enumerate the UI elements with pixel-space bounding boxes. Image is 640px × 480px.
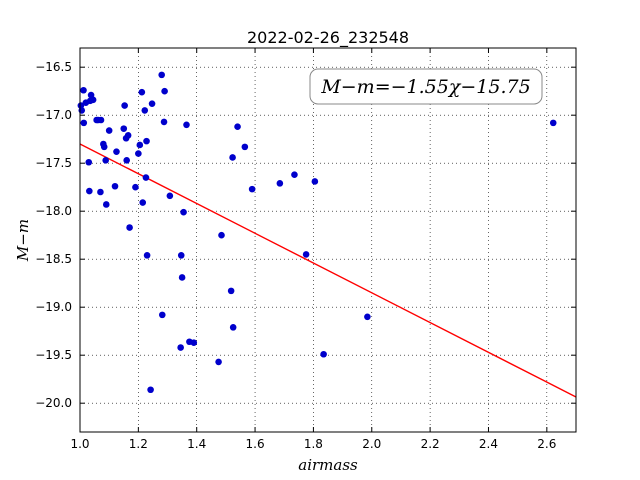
data-point	[136, 141, 144, 149]
x-tick-label: 2.6	[537, 437, 556, 451]
data-point	[141, 107, 149, 114]
data-point	[229, 324, 237, 331]
fit-equation-box: M−m=−1.55χ−15.75	[309, 68, 543, 105]
data-point	[161, 87, 168, 95]
y-tick-label: −16.5	[35, 60, 72, 74]
data-point	[180, 208, 187, 216]
data-point	[177, 252, 185, 259]
grid	[79, 48, 576, 432]
chart-title: 2022-02-26_232548	[247, 28, 409, 48]
data-point	[121, 102, 128, 109]
data-point	[102, 157, 109, 164]
data-point	[234, 123, 241, 131]
data-point	[178, 274, 186, 281]
x-tick-label: 2.4	[479, 437, 498, 451]
data-point	[80, 86, 87, 94]
data-point	[138, 88, 146, 96]
data-point	[177, 344, 184, 351]
data-point	[248, 185, 256, 193]
y-axis-label: M−m	[14, 219, 32, 262]
data-point	[276, 180, 284, 187]
data-point	[311, 178, 319, 185]
data-point	[124, 132, 132, 139]
y-tick-label: −19.0	[35, 300, 72, 314]
data-point	[143, 252, 151, 259]
data-point	[227, 287, 235, 295]
data-point	[190, 339, 198, 347]
data-point	[102, 201, 110, 208]
data-point	[86, 187, 93, 195]
data-point	[111, 182, 119, 190]
data-point	[215, 358, 222, 366]
data-point	[105, 127, 113, 134]
data-point	[147, 386, 154, 394]
data-point	[148, 100, 156, 107]
data-point	[158, 71, 165, 79]
data-point	[85, 158, 93, 166]
x-tick-label: 2.2	[421, 437, 440, 451]
y-tick-label: −17.0	[35, 108, 72, 122]
data-point	[241, 143, 249, 151]
data-point	[364, 313, 371, 321]
x-axis-label: airmass	[298, 456, 358, 474]
data-point	[143, 137, 150, 145]
fit-line	[79, 143, 577, 398]
x-tick-label: 1.0	[70, 437, 89, 451]
x-tick-label: 2.0	[362, 437, 381, 451]
fit-line-group	[79, 143, 577, 398]
data-point	[549, 119, 557, 127]
data-points	[77, 71, 557, 394]
y-tick-label: −18.0	[35, 204, 72, 218]
data-point	[78, 107, 86, 114]
data-point	[80, 119, 88, 127]
data-point	[113, 148, 120, 155]
data-point	[120, 125, 128, 132]
x-tick-label: 1.6	[246, 437, 265, 451]
y-tick-label: −17.5	[35, 156, 72, 170]
data-point	[123, 157, 130, 164]
fit-equation-frame	[309, 68, 543, 105]
data-point	[302, 251, 310, 258]
data-point	[100, 143, 108, 151]
y-tick-label: −20.0	[35, 396, 72, 410]
x-tick-label: 1.2	[129, 437, 148, 451]
data-point	[183, 121, 190, 129]
data-point	[229, 154, 236, 161]
data-point	[142, 174, 150, 181]
axis-ticks: 1.0 1.2 1.4 1.6 1.8 2.0 2.2 2.4 2.6 −16.5 −17.0 −17…	[35, 48, 576, 451]
y-tick-label: −18.5	[35, 252, 72, 266]
data-point	[126, 224, 133, 231]
data-point	[320, 350, 327, 358]
data-point	[158, 311, 166, 319]
data-point	[97, 116, 105, 124]
fit-equation: M−m=−1.55χ−15.75	[320, 76, 530, 98]
data-point	[166, 192, 174, 200]
data-point	[97, 188, 104, 196]
data-point	[291, 171, 298, 179]
data-point	[132, 183, 139, 191]
data-point	[139, 199, 147, 206]
y-tick-label: −19.5	[35, 348, 72, 362]
data-point	[135, 150, 142, 157]
x-tick-label: 1.8	[304, 437, 323, 451]
data-point	[218, 231, 225, 239]
plot-frame	[79, 47, 577, 433]
data-point	[89, 96, 97, 104]
data-point	[160, 118, 168, 126]
x-tick-label: 1.4	[187, 437, 206, 451]
